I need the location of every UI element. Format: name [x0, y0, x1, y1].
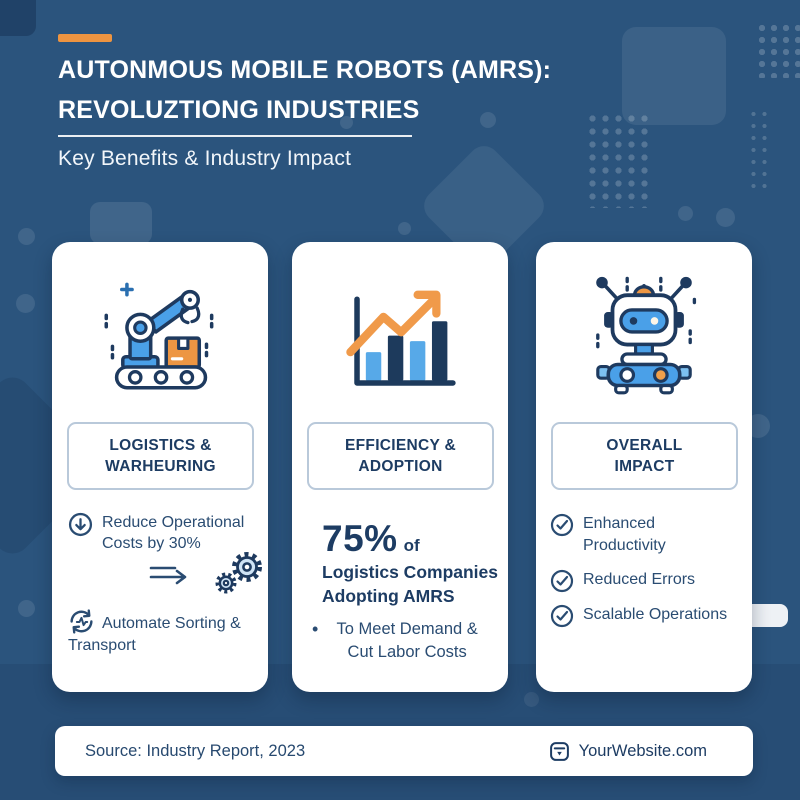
card-title-logistics: LOGISTICS & WARHEURING — [67, 422, 254, 490]
circle-decoration — [18, 600, 35, 617]
impact-item: Enhanced Productivity — [550, 513, 741, 557]
card-title-line: WARHEURING — [105, 458, 216, 475]
arrow-right-icon — [148, 562, 192, 593]
header-divider — [58, 135, 412, 137]
impact-item: Reduced Errors — [550, 569, 695, 600]
circle-decoration — [678, 206, 693, 221]
stat-line: Adopting AMRS — [322, 586, 455, 606]
source-text: Source: Industry Report, 2023 — [85, 741, 306, 760]
browser-window-icon — [549, 741, 569, 761]
website-text: YourWebsite.com — [578, 741, 707, 760]
circle-decoration — [524, 692, 539, 707]
card-title-line: LOGISTICS & — [109, 437, 212, 454]
impact-item-text: Enhanced Productivity — [583, 515, 666, 554]
sync-arrows-icon — [70, 609, 93, 634]
impact-item: Scalable Operations — [550, 604, 727, 635]
bullet-text: To Meet Demand & Cut Labor Costs — [336, 620, 478, 661]
benefit-text: Reduce Operational Costs by 30% — [102, 514, 245, 552]
benefit-automate: Automate Sorting & Transport — [68, 608, 244, 657]
impact-item-text: Reduced Errors — [583, 571, 696, 588]
card-efficiency: EFFICIENCY & ADOPTION 75% of Logistics Co… — [292, 242, 508, 692]
page-title: AUTONMOUS MOBILE ROBOTS (AMRS): REVOLUZT… — [58, 50, 618, 130]
check-circle-icon — [550, 569, 574, 600]
card-title-line: ADOPTION — [358, 458, 443, 475]
stat-bullet: • To Meet Demand & Cut Labor Costs — [312, 618, 488, 664]
stat-connector: of — [403, 536, 420, 555]
page-title-line1: AUTONMOUS MOBILE ROBOTS (AMRS): — [58, 56, 552, 84]
card-title-efficiency: EFFICIENCY & ADOPTION — [307, 422, 494, 490]
corner-square-decoration — [0, 0, 36, 36]
benefit-text: Automate Sorting & Transport — [68, 615, 241, 654]
footer-bar: Source: Industry Report, 2023 YourWebsit… — [55, 726, 753, 776]
stat-value: 75% — [322, 518, 398, 559]
robot-icon — [536, 270, 752, 396]
card-title-line: IMPACT — [614, 458, 675, 475]
circle-decoration — [716, 208, 735, 227]
page-title-line2: REVOLUZTIONG INDUSTRIES — [58, 96, 420, 124]
rounded-square-decoration — [90, 202, 152, 244]
bullet-dot: • — [312, 619, 319, 639]
card-title-impact: OVERALL IMPACT — [551, 422, 738, 490]
impact-item-text: Scalable Operations — [583, 606, 728, 623]
gears-icon — [214, 550, 266, 601]
card-logistics: LOGISTICS & WARHEURING Reduce Operationa… — [52, 242, 268, 692]
accent-bar — [58, 34, 112, 42]
circle-decoration — [18, 228, 35, 245]
card-impact: OVERALL IMPACT Enhanced Productivity Red… — [536, 242, 752, 692]
circle-arrow-down-icon — [68, 512, 93, 554]
rounded-square-decoration — [622, 27, 726, 125]
card-title-line: EFFICIENCY & — [345, 437, 456, 454]
website-link[interactable]: YourWebsite.com — [549, 741, 707, 762]
robot-arm-conveyor-icon — [52, 276, 268, 394]
stat-line: Logistics Companies — [322, 562, 499, 582]
check-circle-icon — [550, 513, 574, 557]
adoption-stat: 75% of Logistics Companies Adopting AMRS — [322, 518, 498, 608]
card-title-line: OVERALL — [606, 437, 683, 454]
page-subtitle: Key Benefits & Industry Impact — [58, 147, 352, 170]
dot-grid-decoration — [748, 108, 772, 194]
circle-decoration — [16, 294, 35, 313]
dot-grid-decoration — [756, 22, 800, 78]
check-circle-icon — [550, 604, 574, 635]
benefit-reduce-costs: Reduce Operational Costs by 30% — [68, 512, 254, 554]
bar-chart-growth-icon — [292, 286, 508, 394]
circle-decoration — [398, 222, 411, 235]
